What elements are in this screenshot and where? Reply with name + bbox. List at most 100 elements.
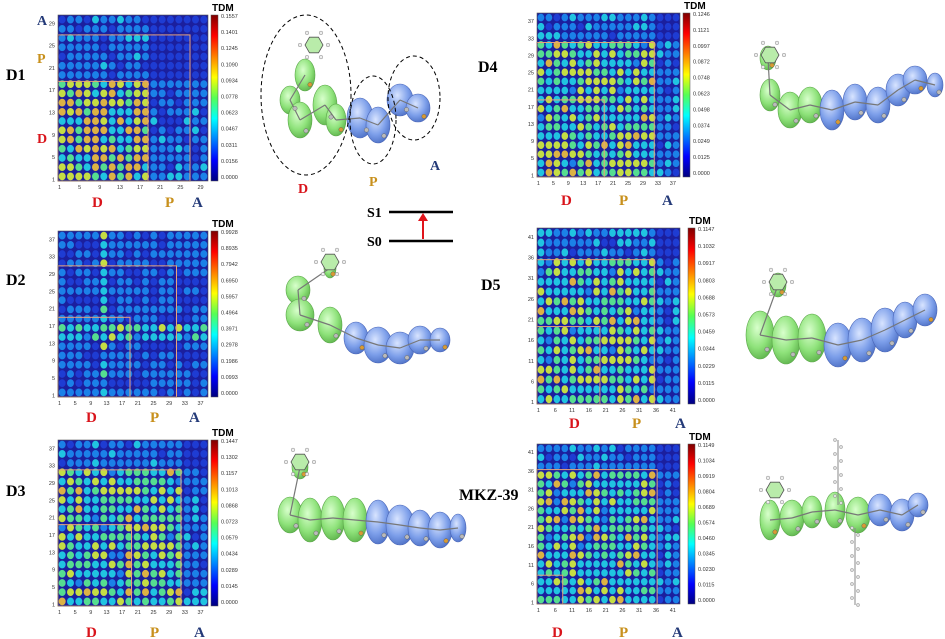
heatmap-cell [585,159,592,168]
heatmap-cell [100,597,108,606]
heatmap-cell [133,532,141,541]
heatmap-cell [117,486,124,495]
heatmap-cell [537,141,545,149]
heatmap-cell [664,578,672,586]
heatmap-cell [577,444,585,453]
heatmap-cell [108,496,116,504]
tdm-colorbar-title: TDM [212,219,234,230]
heatmap-cell [75,98,83,107]
heatmap-cell [585,336,592,345]
heatmap-cell [656,150,664,159]
heatmap-cell [58,107,66,116]
heatmap-cell [672,297,680,306]
heatmap-cell [601,560,608,568]
atom [442,344,448,350]
heatmap-cell [150,163,158,172]
heatmap-cell [58,259,66,268]
heatmap-cell [75,34,83,42]
heatmap-cell [117,296,124,305]
heatmap-cell [553,515,561,524]
heatmap-cell [108,388,116,397]
atom [336,528,342,534]
axis-d-label: D [92,195,103,211]
colorbar-tick-label: 0.9928 [221,230,238,236]
heatmap-cell [183,342,191,351]
heatmap-cell [150,71,158,79]
heatmap-cell [640,68,648,77]
heatmap-cell [192,15,199,24]
heatmap-cell [569,248,577,257]
x-tick-label: 5 [552,181,555,187]
heatmap-cell [92,560,99,569]
heatmap-cell [632,86,640,95]
heatmap-cell [577,336,585,345]
heatmap-cell [158,89,166,98]
heatmap-cell [100,333,108,341]
heatmap-cell [625,595,632,604]
colorbar-tick-label: 0.0156 [221,159,238,165]
heatmap-cell [577,59,585,67]
heatmap-cell [609,297,616,306]
heatmap-cell [656,13,664,22]
heatmap-cell [192,360,199,369]
heatmap-cell [601,228,608,237]
heatmap-cell [67,52,74,61]
heatmap-cell [200,379,208,388]
heatmap-cell [656,346,664,355]
heatmap-cell [585,68,592,77]
heatmap-cell [640,595,648,604]
heatmap-cell [83,231,91,240]
heatmap-cell [75,342,83,351]
x-tick-label: 9 [89,610,92,616]
heatmap-cell [58,52,66,61]
heatmap-cell [593,86,600,95]
heatmap-cell [108,514,116,523]
heatmap-cell [601,533,608,542]
heatmap-cell [561,277,569,286]
heatmap-cell [83,449,91,458]
heatmap-cell [125,34,133,42]
heatmap-cell [553,307,561,316]
heatmap-cell [92,172,99,181]
heatmap-cell [617,453,624,462]
heatmap-cell [656,489,664,497]
heatmap-cell [142,551,149,560]
heatmap-cell [664,489,672,497]
heatmap-cell [167,597,174,606]
heatmap-cell [593,336,600,345]
atom [764,346,770,352]
heatmap-cell [672,132,680,140]
heatmap-cell [92,277,99,286]
heatmap-cell [577,533,585,542]
heatmap-cell [617,542,624,550]
heatmap-cell [125,172,133,181]
atom [861,523,867,529]
heatmap-cell [58,323,66,332]
heatmap-cell [672,560,680,568]
heatmap-cell [117,34,124,42]
heatmap-cell [561,515,569,524]
heatmap-cell [108,107,116,116]
colorbar-tick-label: 0.0229 [698,364,715,370]
heatmap-cell [133,117,141,125]
heatmap-cell [609,595,616,604]
heatmap-cell [100,259,108,268]
heatmap-cell [158,486,166,495]
heatmap-cell [537,31,545,40]
heatmap-background [58,231,208,397]
x-tick-label: 16 [586,608,592,614]
heatmap-cell [569,542,577,550]
heatmap-cell [175,126,183,135]
y-tick-label: 13 [49,341,55,347]
heatmap-cell [640,159,648,168]
x-tick-label: 1 [58,401,61,407]
heatmap-cell [192,287,199,295]
y-tick-label: 31 [528,276,534,282]
heatmap-cell [150,52,158,61]
heatmap-cell [545,578,553,586]
heatmap-cell [200,61,208,70]
heatmap-cell [125,477,133,486]
heatmap-cell [537,59,545,67]
heatmap-cell [167,172,174,181]
colorbar-tick-label: 0.0723 [221,520,238,526]
